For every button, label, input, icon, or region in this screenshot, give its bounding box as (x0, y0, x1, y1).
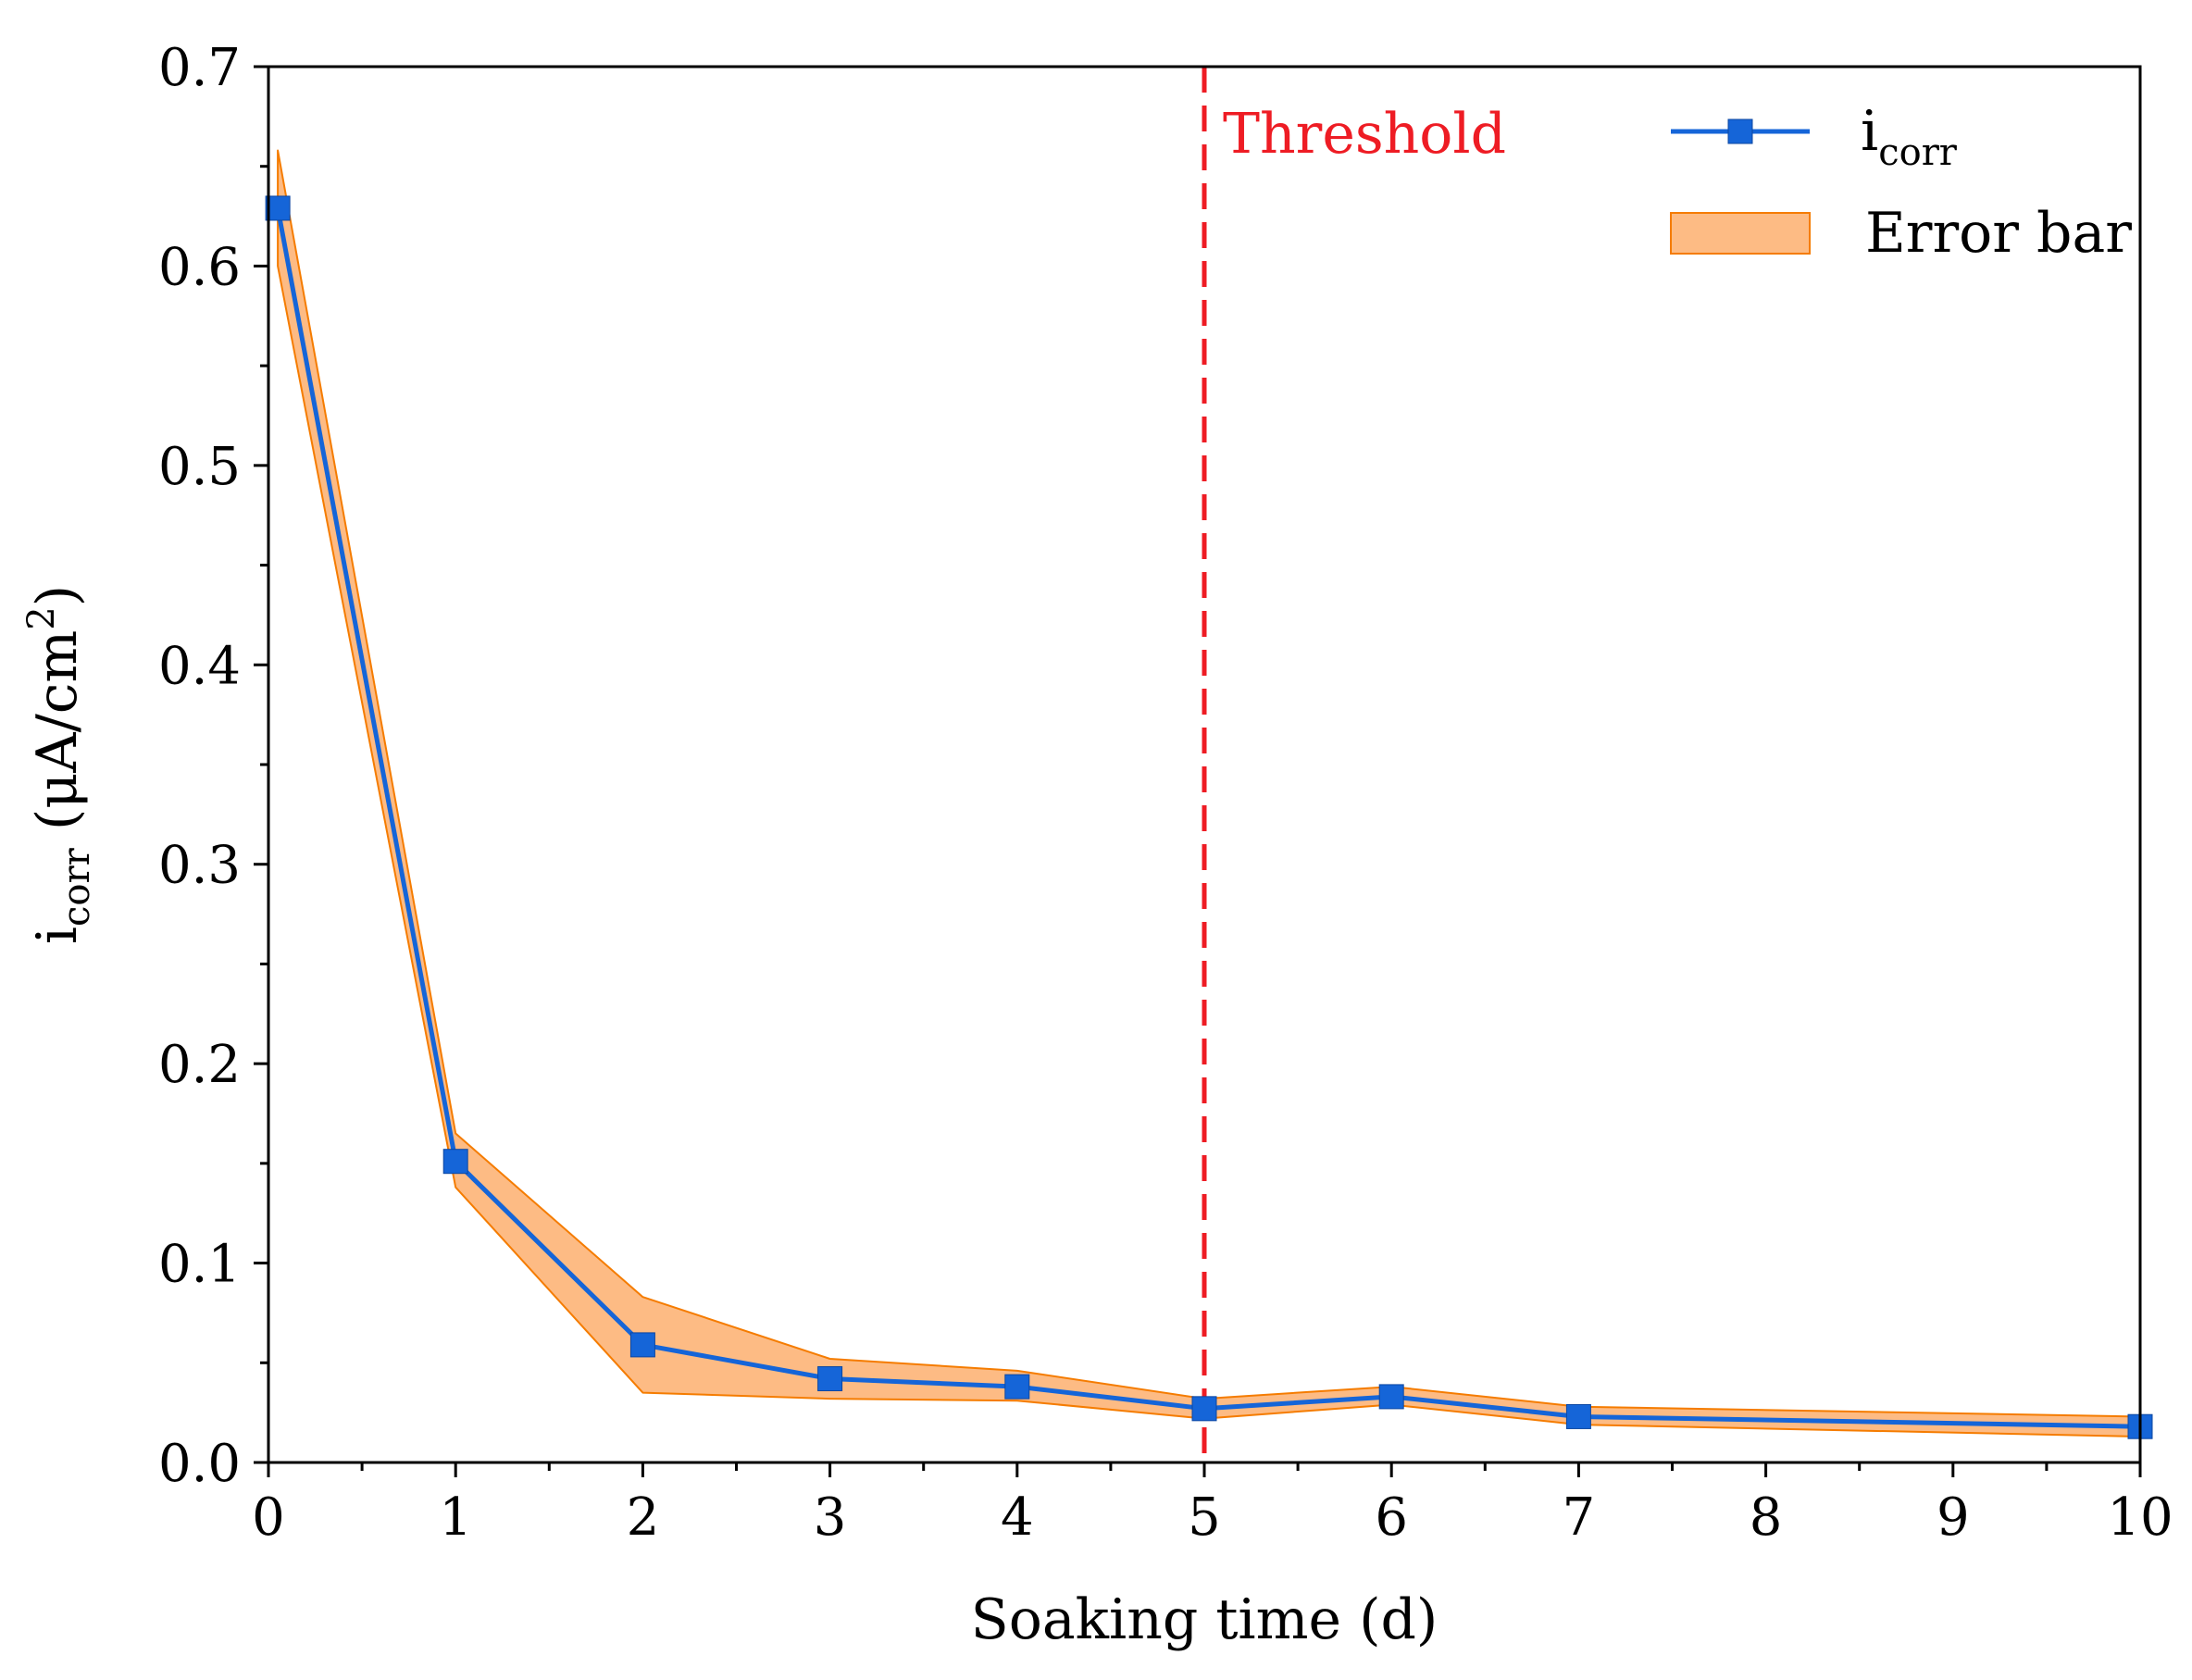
x-tick-label: 7 (1563, 1487, 1596, 1548)
x-tick-label: 5 (1188, 1487, 1221, 1548)
y-tick-label: 0.7 (158, 38, 241, 98)
data-point (442, 1149, 468, 1175)
data-point (629, 1332, 655, 1358)
x-tick-label: 9 (1937, 1487, 1970, 1548)
data-point (1191, 1396, 1217, 1422)
y-axis-title: icorr (μA/cm2) (20, 585, 98, 944)
legend-label-error-band: Error bar (1865, 201, 2132, 266)
x-tick-label: 4 (1001, 1487, 1034, 1548)
data-point (1004, 1374, 1030, 1400)
x-tick-label: 2 (627, 1487, 660, 1548)
x-tick-label: 0 (252, 1487, 285, 1548)
x-tick-label: 1 (439, 1487, 472, 1548)
y-tick-label: 0.4 (158, 636, 241, 696)
y-tick-label: 0.3 (158, 836, 241, 896)
legend-band-icon (1670, 212, 1811, 255)
x-tick-label: 6 (1375, 1487, 1408, 1548)
data-point (1378, 1384, 1404, 1410)
threshold-label: Threshold (1223, 102, 1506, 167)
data-point (1565, 1403, 1591, 1429)
legend-label-series: icorr (1861, 99, 1958, 174)
y-tick-label: 0.6 (158, 237, 241, 297)
x-tick-label: 3 (814, 1487, 847, 1548)
y-tick-label: 0.1 (158, 1235, 241, 1295)
data-point (817, 1366, 843, 1392)
error-band (277, 149, 2141, 1437)
x-axis-title: Soaking time (d) (971, 1587, 1438, 1652)
y-tick-label: 0.5 (158, 437, 241, 497)
x-tick-label: 8 (1750, 1487, 1783, 1548)
x-tick-label: 10 (2107, 1487, 2173, 1548)
y-tick-label: 0.0 (158, 1434, 241, 1494)
legend-square-icon (1727, 118, 1753, 144)
y-tick-label: 0.2 (158, 1035, 241, 1095)
